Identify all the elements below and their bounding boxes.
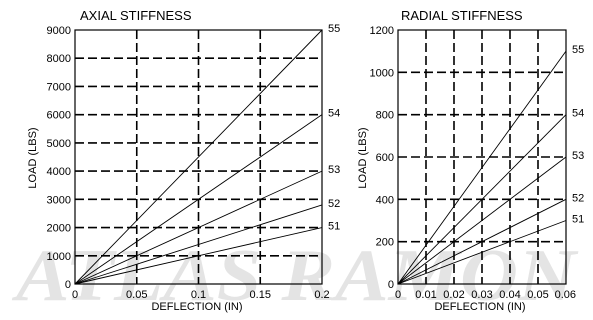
chart-title: AXIAL STIFFNESS	[80, 8, 192, 23]
y-tick-label: 6000	[47, 110, 71, 122]
x-tick-label: 0.15	[250, 289, 271, 301]
y-tick-label: 800	[376, 110, 394, 122]
chart-title: RADIAL STIFFNESS	[401, 8, 523, 23]
x-tick-label: 0	[395, 289, 401, 301]
y-tick-label: 1000	[370, 67, 394, 79]
series-labels: 55 54 53 52 51	[572, 44, 584, 225]
plot-area-border	[397, 29, 567, 285]
series-lines	[397, 50, 567, 285]
series-line-51	[74, 227, 323, 285]
y-tick-label: 2000	[47, 223, 71, 235]
series-line-53	[74, 170, 323, 285]
series-line-54	[397, 114, 567, 285]
y-tick-label: 0	[65, 279, 71, 291]
y-tick-label: 1000	[47, 251, 71, 263]
series-label-51: 51	[328, 221, 340, 233]
series-line-54	[74, 114, 323, 285]
series-labels: 55 54 53 52 51	[328, 23, 340, 233]
series-lines	[74, 29, 323, 285]
y-tick-label: 200	[376, 237, 394, 249]
y-tick-label: 7000	[47, 81, 71, 93]
series-label-55: 55	[328, 23, 340, 35]
x-tick-label: 0.05	[126, 289, 147, 301]
series-line-52	[397, 198, 567, 285]
series-label-54: 54	[572, 108, 584, 120]
series-label-52: 52	[572, 192, 584, 204]
y-tick-label: 1200	[370, 25, 394, 37]
series-line-55	[397, 50, 567, 285]
x-axis-label: DEFLECTION (IN)	[151, 301, 242, 313]
axial-stiffness-chart: AXIAL STIFFNESS DEFLECTION (IN) LOAD (LB…	[27, 8, 340, 313]
x-tick-label: 0.03	[471, 289, 492, 301]
y-tick-label: 3000	[47, 194, 71, 206]
x-tick-labels: 0 0.05 0.1 0.15 0.2	[72, 289, 330, 301]
y-tick-labels: 0 1000 2000 3000 4000 5000 6000 7000 8000 9000	[47, 25, 71, 291]
series-line-51	[397, 220, 567, 285]
x-tick-label: 0.1	[191, 289, 206, 301]
series-label-55: 55	[572, 44, 584, 56]
x-tick-label: 0.06	[555, 289, 576, 301]
series-label-52: 52	[328, 198, 340, 210]
y-tick-label: 4000	[47, 166, 71, 178]
series-label-53: 53	[572, 150, 584, 162]
x-tick-label: 0.01	[415, 289, 436, 301]
y-tick-label: 600	[376, 152, 394, 164]
y-tick-label: 5000	[47, 138, 71, 150]
series-line-53	[397, 156, 567, 285]
y-tick-labels: 0 200 400 600 800 1000 1200	[370, 25, 394, 291]
x-tick-label: 0	[72, 289, 78, 301]
grid-lines	[398, 30, 566, 284]
plot-area-border	[74, 29, 323, 285]
y-axis-label: LOAD (LBS)	[357, 127, 369, 188]
radial-stiffness-chart: RADIAL STIFFNESS DEFLECTION (IN) LOAD (L…	[357, 8, 584, 313]
x-tick-label: 0.05	[527, 289, 548, 301]
y-tick-label: 400	[376, 194, 394, 206]
y-tick-label: 8000	[47, 53, 71, 65]
y-tick-label: 9000	[47, 25, 71, 37]
series-label-51: 51	[572, 214, 584, 226]
series-label-54: 54	[328, 108, 340, 120]
x-tick-labels: 0 0.01 0.02 0.03 0.04 0.05 0.06	[395, 289, 576, 301]
series-line-55	[74, 29, 323, 285]
y-axis-label: LOAD (LBS)	[27, 127, 39, 188]
x-axis-label: DEFLECTION (IN)	[434, 301, 525, 313]
x-tick-label: 0.02	[443, 289, 464, 301]
y-tick-label: 0	[388, 279, 394, 291]
x-tick-label: 0.2	[314, 289, 329, 301]
plot-frame	[74, 29, 323, 285]
plot-frame	[397, 29, 567, 285]
series-line-52	[74, 204, 323, 285]
x-tick-label: 0.04	[499, 289, 520, 301]
series-label-53: 53	[328, 164, 340, 176]
